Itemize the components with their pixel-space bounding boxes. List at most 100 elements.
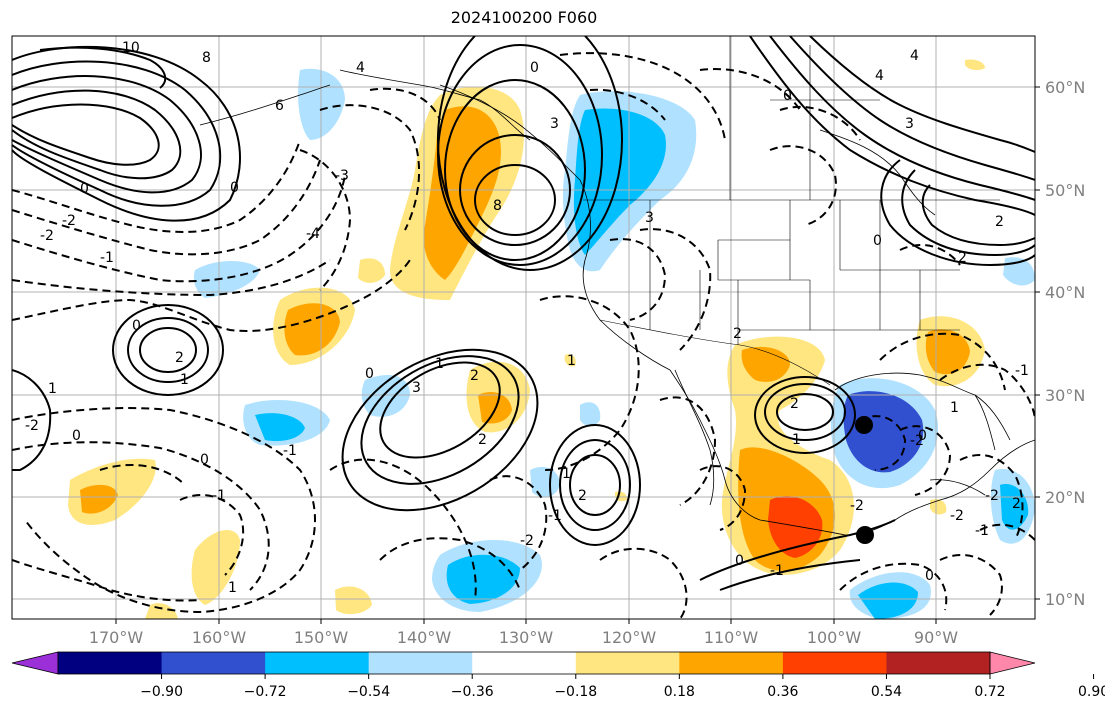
colorbar-extend-low [11,651,59,675]
contour-label: 2 [790,396,799,412]
contour-label: -2 [910,433,924,449]
contour-label: 3 [905,116,914,132]
contour-label: 0 [230,180,239,196]
contour-label: -1 [100,250,114,266]
longitude-axis: 170°W 160°W 150°W 140°W 130°W 120°W 110°… [89,619,958,647]
colorbar-tick-label: 0.36 [767,684,798,700]
contour-label: 0 [72,428,81,444]
colorbar-tick-label: −0.18 [554,684,597,700]
florida-coastline [974,394,996,451]
contour-label: -2 [25,418,39,434]
contour-label: 1 [567,353,576,369]
negative-anomaly-area [255,413,305,442]
colorbar-swatch [886,652,991,674]
positive-anomaly-area [145,603,178,619]
contour-label: 0 [783,88,792,104]
negative-anomaly-area [193,261,260,298]
contour-label: 0 [200,452,209,468]
positive-anomaly-area [564,354,576,367]
storm-center-marker [856,526,874,544]
contour-label: -1 [212,488,226,504]
contour-label: 4 [875,68,884,84]
lon-label: 90°W [914,628,958,647]
alaska-coastline [339,69,531,141]
lat-label: 30°N [1045,386,1085,405]
contour-label: -2 [520,533,534,549]
negative-anomaly-area [573,108,666,255]
negative-anomaly-area [580,402,601,426]
negative-anomaly-area [858,582,918,619]
contour-label: -2 [40,228,54,244]
contour-label: 1 [950,400,959,416]
contour-label: 0 [530,60,539,76]
lat-label: 20°N [1045,488,1085,507]
contour-label: -2 [850,498,864,514]
contour-label: -2 [62,213,76,229]
colorbar-frame [57,651,991,675]
colorbar-swatch [161,652,266,674]
hudson-coastline [819,129,936,216]
negative-anomaly-area [530,466,560,498]
colorbar-swatch [679,652,784,674]
contour-label: 0 [735,553,744,569]
contour-label: 0 [873,233,882,249]
contour-label: -1 [1015,363,1029,379]
lon-label: 170°W [89,628,144,647]
colorbar-swatch [782,652,887,674]
contour-label: 1 [562,466,571,482]
gulf-coastline [834,372,1011,441]
colorbar-extend-high [989,651,1036,675]
cuba-coastline [929,479,986,496]
contour-label: 8 [202,50,211,66]
positive-anomaly-area [284,303,340,356]
contour-label: -1 [283,443,297,459]
colorbar-tick-label: −0.72 [244,684,287,700]
solid-contour-layer [12,36,1035,591]
storm-center-marker [855,416,873,434]
lon-label: 160°W [192,628,247,647]
contour-labels: 10 8 6 4 4 3 2 1 0 -1 -2 -3 -4 0 3 8 2 1… [25,40,1029,596]
colorbar-tick-label: −0.54 [347,684,390,700]
contour-label: 4 [356,60,365,76]
positive-anomaly-area [741,346,790,382]
contour-label: 2 [1012,496,1021,512]
contour-label: -1 [770,563,784,579]
contour-label: 3 [412,380,421,396]
contour-label: 2 [995,214,1004,230]
contour-label: 2 [958,250,967,266]
contour-label: -2 [950,508,964,524]
lon-label: 100°W [807,628,862,647]
lat-label: 50°N [1045,181,1085,200]
positive-anomaly-area [358,258,385,283]
north-america-coastline [439,84,1035,536]
contour-label: 8 [493,198,502,214]
colorbar-swatch [575,652,680,674]
coastlines [199,69,1035,536]
contour-label: 1 [435,356,444,372]
contour-label: -1 [975,523,989,539]
lat-label: 60°N [1045,78,1085,97]
contour-label: -2 [985,488,999,504]
baja-coastline [674,369,715,506]
map-frame [11,35,1036,620]
contour-label: 0 [80,181,89,197]
contour-label: 1 [228,580,237,596]
map-title: 2024100200 F060 [450,8,598,27]
contour-label: -3 [335,168,349,184]
contour-label: 4 [910,48,919,64]
negative-anomaly-area [446,554,520,604]
contour-label: 0 [925,568,934,584]
contour-label: -4 [306,226,320,242]
colorbar-swatch [58,652,163,674]
lon-label: 150°W [294,628,349,647]
contour-label: 2 [470,368,479,384]
contour-label: 1 [792,432,801,448]
colorbar-tick-label: −0.36 [451,684,494,700]
positive-anomaly-area [191,529,240,605]
lat-label: 10°N [1045,590,1085,609]
contour-label: 0 [918,428,927,444]
positive-anomaly-area [335,586,372,615]
colorbar-swatch [472,652,577,674]
contour-label: 10 [122,40,140,56]
